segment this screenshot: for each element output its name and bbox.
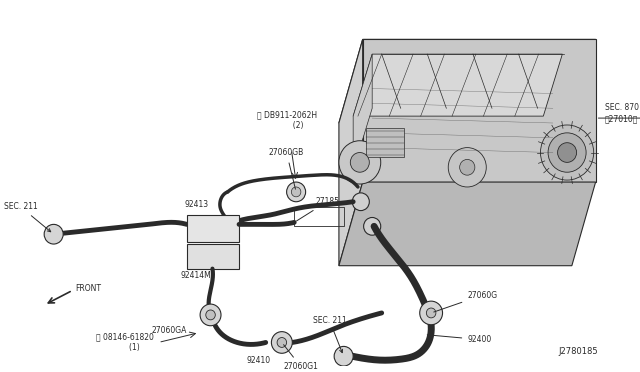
Bar [365,128,404,157]
Circle shape [206,310,215,320]
Text: ⓝ DB911-2062H
          (2): ⓝ DB911-2062H (2) [257,110,317,130]
Text: 27060GB: 27060GB [269,148,304,189]
Circle shape [364,218,381,235]
Text: 27060G: 27060G [434,291,497,312]
Circle shape [287,182,306,202]
Polygon shape [339,182,596,266]
Circle shape [420,301,442,325]
Text: ⓝ 08146-61820
        (1): ⓝ 08146-61820 (1) [96,333,154,352]
Text: 27185: 27185 [296,197,339,221]
Circle shape [271,331,292,353]
Text: FRONT: FRONT [76,284,102,293]
Circle shape [350,153,369,172]
Circle shape [291,187,301,197]
Text: 92410: 92410 [246,356,270,365]
Circle shape [448,148,486,187]
Text: 92400: 92400 [428,335,492,344]
Circle shape [334,346,353,366]
Text: 27060G1: 27060G1 [284,344,318,371]
Text: 92414M: 92414M [181,270,212,280]
Circle shape [460,160,475,175]
Circle shape [426,308,436,318]
Polygon shape [353,54,372,170]
Bar [187,244,239,269]
Bar [187,215,239,242]
Circle shape [557,143,577,162]
Polygon shape [363,39,596,182]
Bar [294,207,344,226]
Text: 92413: 92413 [184,200,209,209]
Circle shape [548,133,586,172]
Polygon shape [339,39,363,266]
Circle shape [277,337,287,347]
Text: SEC. 211: SEC. 211 [312,316,346,353]
Circle shape [44,224,63,244]
Text: 27060GA: 27060GA [152,326,187,335]
Text: SEC. 870
㉰27010〉: SEC. 870 ㉰27010〉 [605,103,639,123]
Polygon shape [353,54,563,116]
Circle shape [540,125,594,180]
Circle shape [200,304,221,326]
Circle shape [339,141,381,184]
Text: SEC. 211: SEC. 211 [3,202,51,232]
Polygon shape [339,39,596,123]
Text: J2780185: J2780185 [559,347,598,356]
Circle shape [352,193,369,211]
